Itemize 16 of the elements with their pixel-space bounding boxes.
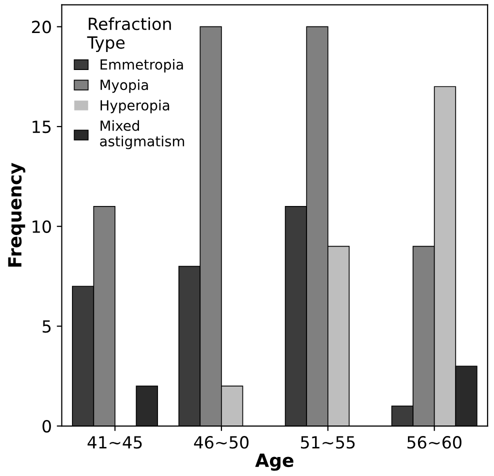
y-tick-label: 0 xyxy=(42,420,51,433)
y-tick-label: 5 xyxy=(42,320,51,333)
legend-label: Emmetropia xyxy=(100,59,183,72)
y-tick-label: 20 xyxy=(32,20,51,34)
x-tick-label: 46~50 xyxy=(194,436,249,449)
x-tick-label: 51~55 xyxy=(300,436,355,449)
y-tick-label: 10 xyxy=(32,220,51,233)
x-tick-label: 56~60 xyxy=(407,436,462,449)
x-axis-title: Age xyxy=(255,454,294,471)
legend-title: Refraction Type xyxy=(87,17,171,52)
y-tick-label: 15 xyxy=(32,120,51,134)
legend-label: Myopia xyxy=(100,79,148,93)
x-tick-label: 41~45 xyxy=(88,436,142,449)
legend-label: Mixed astigmatism xyxy=(100,120,184,150)
legend-label: Hyperopia xyxy=(100,100,170,114)
y-axis-title: Frequency xyxy=(8,162,26,267)
